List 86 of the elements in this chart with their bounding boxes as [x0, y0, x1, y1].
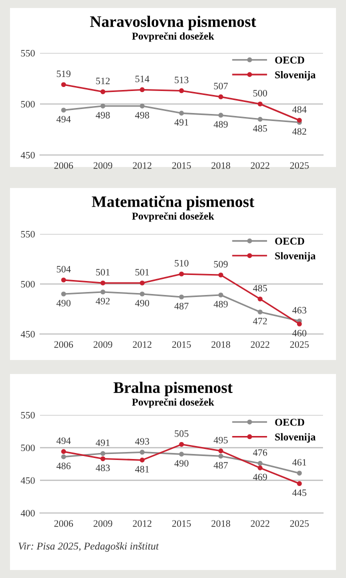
legend-label: OECD — [275, 238, 304, 245]
data-label: 487 — [214, 462, 228, 469]
data-label: 483 — [96, 464, 110, 472]
x-tick-label: 2018 — [212, 162, 230, 169]
data-label: 489 — [214, 121, 228, 128]
data-label: 461 — [292, 459, 306, 466]
y-tick-label: 500 — [21, 280, 35, 288]
x-tick-label: 2009 — [94, 520, 112, 527]
y-tick-label: 500 — [21, 444, 35, 452]
legend-label: Slovenija — [275, 433, 316, 443]
x-tick-label: 2025 — [290, 341, 309, 348]
data-label: 500 — [253, 90, 268, 96]
data-label: 485 — [253, 284, 268, 292]
x-tick-label: 2012 — [132, 520, 152, 527]
x-tick-label: 2006 — [54, 162, 74, 169]
data-label: 490 — [135, 300, 150, 306]
data-label: 472 — [253, 318, 267, 324]
y-tick-label: 550 — [21, 412, 35, 418]
x-tick-label: 2015 — [172, 520, 191, 527]
x-tick-label: 2006 — [54, 520, 74, 527]
y-tick-label: 550 — [21, 50, 35, 56]
x-tick-label: 2009 — [94, 341, 112, 348]
x-tick-label: 2022 — [250, 341, 270, 348]
legend-label: Slovenija — [275, 70, 316, 80]
x-tick-label: 2015 — [172, 162, 191, 169]
y-tick-label: 450 — [20, 152, 35, 158]
data-label: 512 — [96, 78, 110, 84]
legend-label: OECD — [275, 418, 304, 426]
data-label: 469 — [253, 474, 268, 480]
data-label: 489 — [214, 300, 228, 308]
x-tick-label: 2025 — [290, 162, 309, 169]
data-label: 519 — [56, 70, 70, 78]
y-tick-label: 450 — [20, 330, 35, 338]
x-tick-label: 2022 — [250, 162, 270, 169]
chart-title: Bralna pismenost — [114, 382, 233, 396]
data-label: 494 — [56, 438, 71, 444]
data-label: 495 — [214, 436, 228, 444]
x-tick-label: 2012 — [132, 341, 152, 348]
data-label: 481 — [135, 466, 149, 472]
y-tick-label: 550 — [21, 230, 35, 238]
data-label: 498 — [96, 112, 110, 118]
data-label: 463 — [292, 306, 306, 314]
data-label: 484 — [292, 106, 307, 113]
x-tick-label: 2025 — [290, 520, 309, 527]
data-label: 494 — [56, 116, 71, 123]
data-label: 485 — [253, 125, 268, 132]
data-label: 445 — [292, 490, 306, 496]
chart-title: Matematična pismenost — [92, 196, 254, 210]
data-label: 498 — [135, 112, 150, 118]
legend-label: OECD — [275, 56, 304, 64]
data-label: 509 — [214, 260, 228, 268]
x-tick-label: 2006 — [54, 341, 74, 348]
y-tick-label: 500 — [21, 100, 35, 108]
chart-subtitle: Povprečni dosežek — [132, 32, 214, 42]
chart-title: Naravoslovna pismenost — [90, 16, 256, 30]
x-tick-label: 2012 — [132, 162, 152, 169]
data-label: 504 — [56, 266, 71, 272]
x-tick-label: 2022 — [250, 520, 270, 527]
data-label: 490 — [56, 300, 71, 306]
legend-label: Slovenija — [275, 252, 316, 262]
y-tick-label: 450 — [20, 477, 35, 484]
data-label: 482 — [292, 128, 306, 135]
data-label: 513 — [174, 76, 188, 84]
chart-subtitle: Povprečni dosežek — [132, 398, 214, 408]
data-label: 491 — [96, 439, 110, 446]
x-tick-label: 2018 — [212, 520, 230, 527]
data-label: 460 — [292, 330, 306, 336]
data-label: 514 — [135, 76, 150, 82]
data-label: 486 — [56, 462, 71, 470]
data-label: 493 — [135, 438, 150, 445]
data-label: 491 — [174, 119, 188, 126]
x-tick-label: 2018 — [212, 341, 230, 348]
data-label: 501 — [135, 268, 149, 276]
data-label: 492 — [96, 298, 110, 304]
x-tick-label: 2015 — [172, 341, 191, 348]
data-label: 476 — [253, 449, 268, 456]
chart-subtitle: Povprečni dosežek — [132, 212, 214, 222]
text: Vir: Pisa 2025, Pedagoški inštitut — [18, 542, 159, 552]
y-tick-label: 400 — [20, 510, 35, 516]
data-label: 490 — [174, 460, 188, 467]
data-label: 507 — [214, 82, 228, 90]
data-label: 510 — [174, 260, 188, 266]
data-label: 501 — [96, 268, 110, 276]
data-label: 505 — [174, 430, 188, 437]
x-tick-label: 2009 — [94, 162, 112, 169]
data-label: 487 — [174, 302, 189, 310]
